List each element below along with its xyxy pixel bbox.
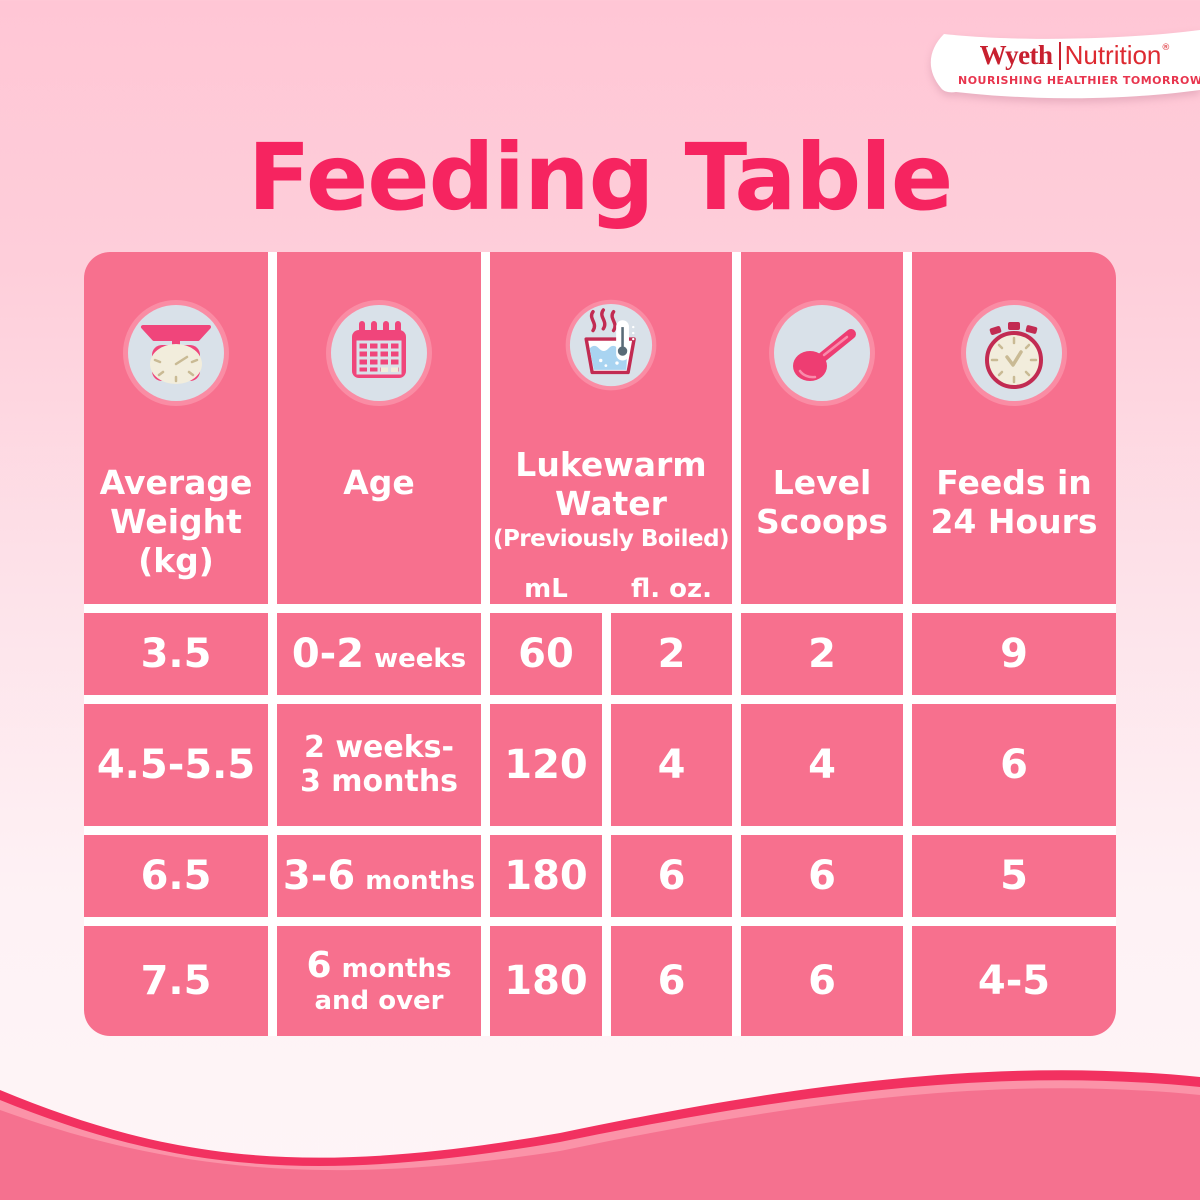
scale-icon xyxy=(123,300,229,406)
calendar-icon xyxy=(326,300,432,406)
stopwatch-icon xyxy=(961,300,1067,406)
water-floz-value-row-2: 4 xyxy=(611,704,732,826)
age-value-row-3: 3-6 months xyxy=(277,835,481,917)
feeds-value-row-3: 5 xyxy=(912,835,1116,917)
scoop-icon xyxy=(769,300,875,406)
brand-name-secondary: Nutrition xyxy=(1064,40,1162,70)
water-ml-value-row-2: 120 xyxy=(490,704,602,826)
scoops-value-row-2: 4 xyxy=(741,704,903,826)
feeds-value-row-4: 4-5 xyxy=(912,926,1116,1036)
registered-trademark-symbol: ® xyxy=(1161,42,1171,53)
column-label-age: Age xyxy=(343,463,415,502)
weight-value-row-4: 7.5 xyxy=(84,926,268,1036)
water-ml-value-row-1: 60 xyxy=(490,613,602,695)
column-header-lukewarm-water: Lukewarm Water (Previously Boiled) mL fl… xyxy=(490,252,732,604)
column-label-level-scoops: Level Scoops xyxy=(756,463,888,541)
unit-label-floz: fl. oz. xyxy=(630,574,713,604)
column-label-feeds-in-24-hours: Feeds in 24 Hours xyxy=(930,463,1098,541)
feeds-value-row-1: 9 xyxy=(912,613,1116,695)
column-label-average-weight: Average Weight (kg) xyxy=(99,463,253,580)
age-value-row-2: 2 weeks- 3 months xyxy=(277,704,481,826)
weight-value-row-3: 6.5 xyxy=(84,835,268,917)
age-range: 6 xyxy=(306,945,332,987)
column-header-average-weight: Average Weight (kg) xyxy=(84,252,268,604)
feeding-table: Average Weight (kg) Age xyxy=(84,252,1116,1036)
column-sublabel-previously-boiled: (Previously Boiled) xyxy=(492,526,730,552)
water-floz-value-row-3: 6 xyxy=(611,835,732,917)
age-unit: weeks xyxy=(374,643,467,674)
scoops-value-row-4: 6 xyxy=(741,926,903,1036)
age-range: 0-2 xyxy=(291,630,365,677)
ribbon-shape xyxy=(930,30,1200,99)
water-ml-value-row-3: 180 xyxy=(490,835,602,917)
brand-name-primary: Wyeth xyxy=(979,40,1054,70)
age-value-row-1: 0-2 weeks xyxy=(277,613,481,695)
brand-tagline: NOURISHING HEALTHIER TOMORROWS xyxy=(958,74,1200,87)
weight-value-row-2: 4.5-5.5 xyxy=(84,704,268,826)
warm-water-icon xyxy=(565,299,657,391)
age-range: 3-6 xyxy=(282,852,356,899)
unit-label-ml: mL xyxy=(524,574,568,604)
page-title: Feeding Table xyxy=(247,124,953,231)
age-value-row-4: 6 months and over xyxy=(277,926,481,1036)
age-qualifier: and over xyxy=(314,985,444,1016)
brand-logo: Wyeth Nutrition ® xyxy=(958,40,1192,71)
column-header-age: Age xyxy=(277,252,481,604)
bottom-wave-decoration xyxy=(0,1070,1200,1200)
brand-divider xyxy=(1058,41,1061,70)
feeds-value-row-2: 6 xyxy=(912,704,1116,826)
scoops-value-row-1: 2 xyxy=(741,613,903,695)
weight-value-row-1: 3.5 xyxy=(84,613,268,695)
column-header-feeds-in-24-hours: Feeds in 24 Hours xyxy=(912,252,1116,604)
age-range-line-2: 3 months xyxy=(299,764,459,799)
column-header-level-scoops: Level Scoops xyxy=(741,252,903,604)
scoops-value-row-3: 6 xyxy=(741,835,903,917)
age-unit: months xyxy=(365,865,476,896)
water-ml-value-row-4: 180 xyxy=(490,926,602,1036)
column-label-lukewarm-water: Lukewarm Water xyxy=(515,445,707,524)
brand-ribbon: Wyeth Nutrition ® NOURISHING HEALTHIER T… xyxy=(914,26,1200,110)
age-range-line-1: 2 weeks- xyxy=(304,730,454,766)
water-floz-value-row-4: 6 xyxy=(611,926,732,1036)
water-floz-value-row-1: 2 xyxy=(611,613,732,695)
age-unit: months xyxy=(341,954,452,985)
